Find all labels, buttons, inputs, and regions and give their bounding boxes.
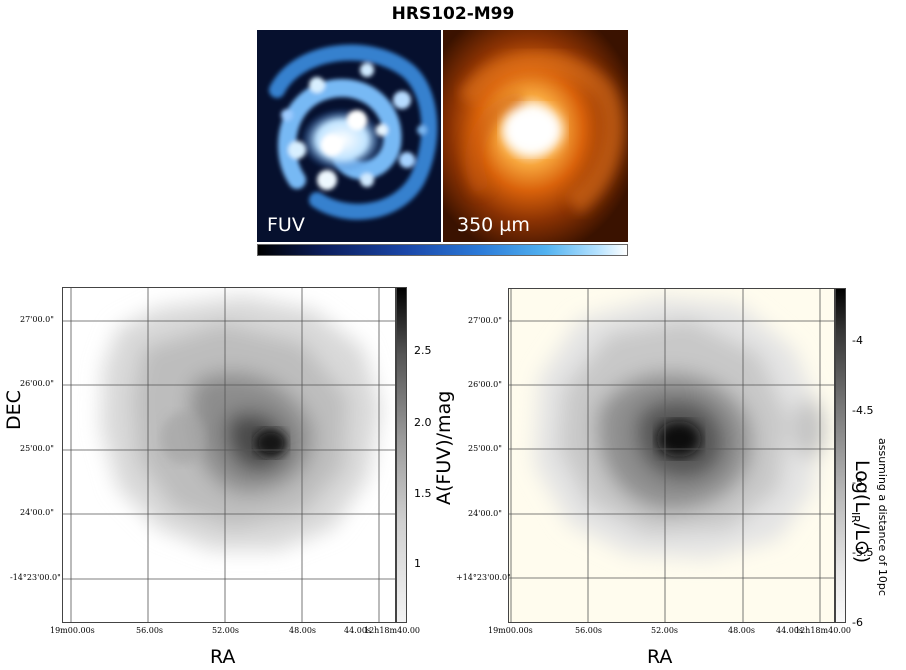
right-dec-tick: 24'00.0"	[468, 509, 502, 518]
lir-map-frame	[508, 288, 835, 623]
afuv-map-frame	[62, 287, 396, 623]
afuv-map	[63, 288, 395, 622]
right-xlabel: RA	[647, 646, 673, 668]
left-colorbar-tick: 2.5	[414, 344, 432, 357]
left-ylabel: DEC	[3, 390, 25, 430]
left-ra-tick: 19m00.00s	[50, 626, 95, 635]
right-ra-tick: 12h18m40.00	[795, 626, 851, 635]
lir-map	[509, 289, 834, 622]
right-colorbar-tick: -5.5	[852, 546, 874, 559]
left-colorbar-tick: 1.5	[414, 487, 432, 500]
right-ra-tick: 56.00s	[575, 626, 603, 635]
image-colorbar	[257, 244, 628, 256]
left-dec-tick: 26'00.0"	[20, 379, 54, 388]
fuv-image: FUV	[257, 30, 441, 242]
right-colorbar-tick: -6	[852, 616, 863, 629]
left-ra-tick: 44.00s	[344, 626, 372, 635]
right-ra-tick: 19m00.00s	[488, 626, 533, 635]
left-dec-tick: -14°23'00.0"	[10, 573, 61, 582]
submm-image: 350 µm	[443, 30, 628, 242]
right-colorbar-tick: -5	[852, 476, 863, 489]
left-ra-tick: 56.00s	[136, 626, 164, 635]
afuv-colorbar	[396, 287, 407, 623]
submm-band-label: 350 µm	[457, 214, 530, 236]
right-dec-tick: 27'00.0"	[468, 316, 502, 325]
left-ra-tick: 48.00s	[289, 626, 317, 635]
left-dec-tick: 25'00.0"	[20, 444, 54, 453]
right-colorbar-tick: -4.5	[852, 404, 874, 417]
right-ra-tick: 44.00s	[776, 626, 804, 635]
fuv-band-label: FUV	[267, 214, 305, 236]
right-colorbar-note: assuming a distance of 10pc	[876, 438, 889, 596]
left-colorbar-tick: 2.0	[414, 416, 432, 429]
lir-colorbar	[835, 288, 846, 623]
right-colorbar-label-sub: IR	[849, 511, 862, 523]
right-colorbar-tick: -4	[852, 334, 863, 347]
left-dec-tick: 27'00.0"	[20, 315, 54, 324]
right-colorbar-label: Log(LIR/L⊙)	[849, 460, 873, 563]
right-dec-tick: 26'00.0"	[468, 380, 502, 389]
right-ra-tick: 48.00s	[728, 626, 756, 635]
right-dec-tick: +14°23'00.0"	[456, 573, 511, 582]
left-xlabel: RA	[210, 646, 236, 668]
left-colorbar-tick: 1	[414, 557, 421, 570]
figure-title: HRS102-M99	[391, 4, 515, 24]
left-dec-tick: 24'00.0"	[20, 508, 54, 517]
left-ra-tick: 52.00s	[212, 626, 240, 635]
right-colorbar-label-end: /L⊙)	[851, 522, 873, 564]
right-colorbar-label-main: Log(L	[851, 460, 873, 512]
left-ra-tick: 12h18m40.00	[364, 626, 420, 635]
right-ra-tick: 52.00s	[651, 626, 679, 635]
image-divider	[441, 30, 443, 242]
right-dec-tick: 25'00.0"	[468, 444, 502, 453]
left-colorbar-label: A(FUV)/mag	[433, 390, 455, 505]
